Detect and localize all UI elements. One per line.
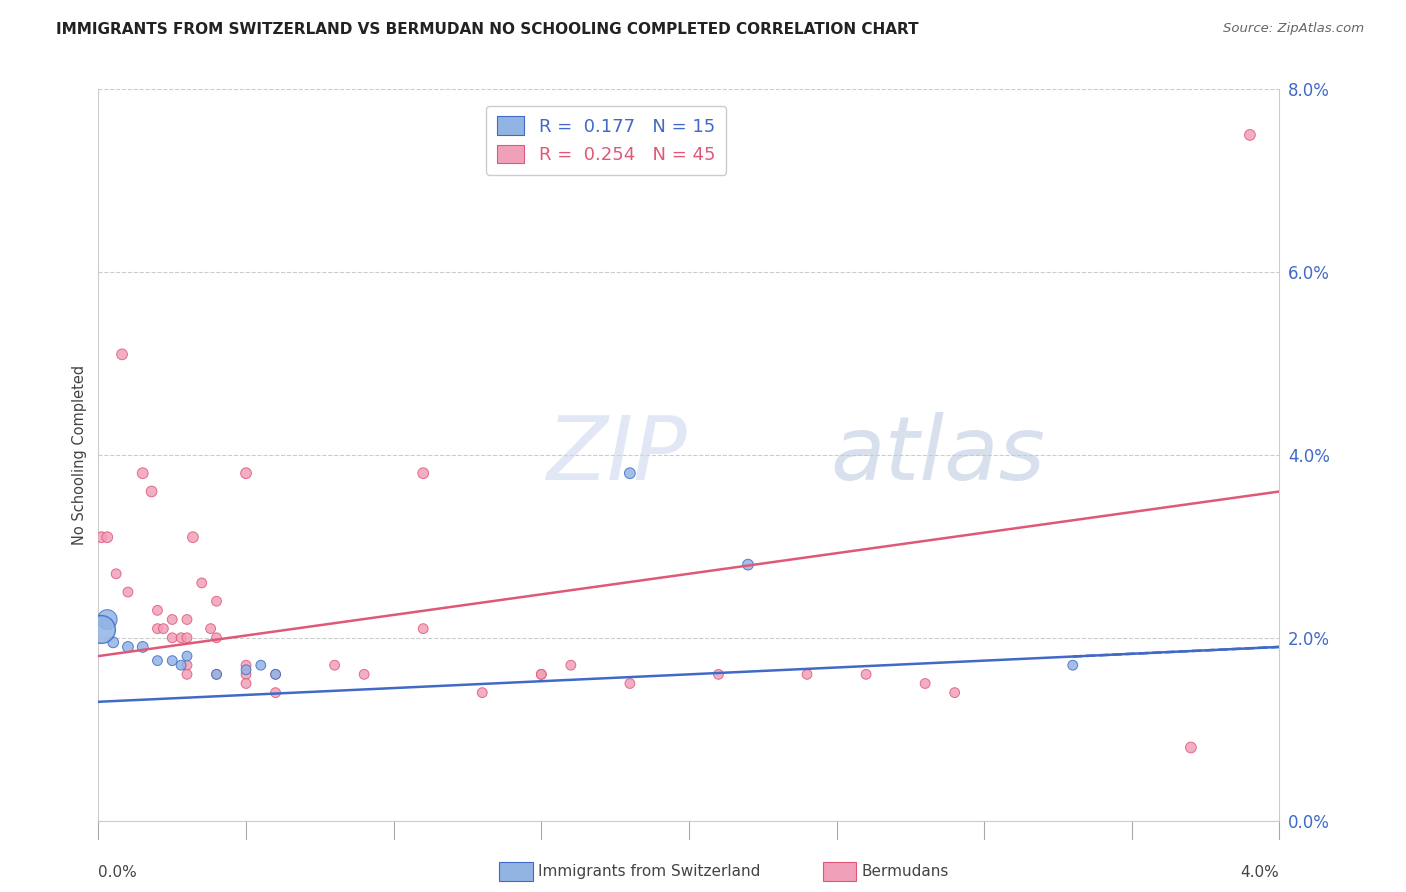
Point: [132, 640, 155, 654]
Point: [152, 622, 174, 636]
Point: [176, 613, 198, 627]
Point: [855, 667, 877, 681]
Point: [619, 466, 641, 480]
Point: [146, 603, 169, 617]
Point: [200, 622, 222, 636]
Point: [235, 658, 257, 673]
Point: [105, 566, 128, 581]
Point: [117, 585, 139, 599]
Point: [1062, 658, 1084, 673]
Text: Immigrants from Switzerland: Immigrants from Switzerland: [538, 864, 761, 879]
Point: [162, 654, 183, 668]
Point: [205, 667, 228, 681]
Point: [181, 530, 204, 544]
Point: [1180, 740, 1202, 755]
Point: [90, 530, 112, 544]
Point: [412, 622, 434, 636]
Y-axis label: No Schooling Completed: No Schooling Completed: [72, 365, 87, 545]
Point: [707, 667, 730, 681]
Point: [412, 466, 434, 480]
Point: [146, 622, 169, 636]
Point: [141, 484, 163, 499]
Point: [530, 667, 553, 681]
Point: [471, 685, 494, 699]
Point: [323, 658, 346, 673]
Point: [737, 558, 759, 572]
Point: [619, 676, 641, 690]
Text: IMMIGRANTS FROM SWITZERLAND VS BERMUDAN NO SCHOOLING COMPLETED CORRELATION CHART: IMMIGRANTS FROM SWITZERLAND VS BERMUDAN …: [56, 22, 920, 37]
Point: [914, 676, 936, 690]
Point: [264, 667, 287, 681]
Point: [132, 466, 155, 480]
Text: Bermudans: Bermudans: [862, 864, 949, 879]
Point: [96, 530, 118, 544]
Point: [176, 649, 198, 664]
Point: [117, 640, 139, 654]
Point: [176, 631, 198, 645]
Point: [943, 685, 966, 699]
Point: [191, 576, 214, 591]
Point: [162, 631, 183, 645]
Point: [796, 667, 818, 681]
Point: [235, 663, 257, 677]
Text: atlas: atlas: [831, 412, 1046, 498]
Point: [170, 631, 193, 645]
Point: [250, 658, 273, 673]
Text: 0.0%: 0.0%: [98, 864, 138, 880]
Point: [560, 658, 582, 673]
Point: [176, 667, 198, 681]
Point: [90, 622, 112, 636]
Point: [162, 613, 183, 627]
Point: [96, 613, 118, 627]
Point: [176, 658, 198, 673]
Point: [530, 667, 553, 681]
Legend: R =  0.177   N = 15, R =  0.254   N = 45: R = 0.177 N = 15, R = 0.254 N = 45: [486, 105, 725, 175]
Point: [103, 635, 125, 649]
Point: [264, 685, 287, 699]
Point: [146, 654, 169, 668]
Text: 4.0%: 4.0%: [1240, 864, 1279, 880]
Point: [1239, 128, 1261, 142]
Point: [235, 667, 257, 681]
Text: Source: ZipAtlas.com: Source: ZipAtlas.com: [1223, 22, 1364, 36]
Point: [235, 676, 257, 690]
Point: [205, 667, 228, 681]
Point: [205, 594, 228, 608]
Text: ZIP: ZIP: [547, 412, 688, 498]
Point: [235, 466, 257, 480]
Point: [264, 667, 287, 681]
Point: [353, 667, 375, 681]
Point: [205, 631, 228, 645]
Point: [170, 658, 193, 673]
Point: [111, 347, 134, 361]
